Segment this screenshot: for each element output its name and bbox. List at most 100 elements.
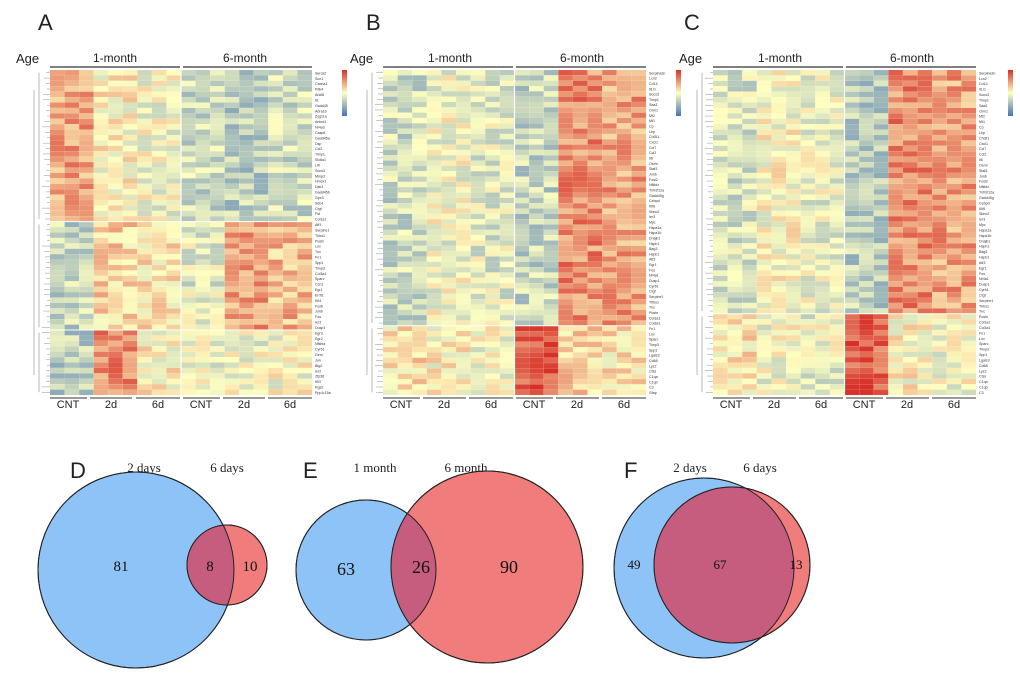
heatmap-cell: [543, 288, 559, 294]
heatmap-cell: [268, 237, 284, 244]
heatmap-cell: [587, 75, 603, 81]
heatmap-cell: [210, 367, 225, 374]
heatmap-cell: [122, 178, 138, 184]
heatmap-cell: [268, 319, 284, 325]
heatmap-cell: [771, 80, 787, 87]
heatmap-cell: [180, 210, 196, 217]
heatmap-cell: [829, 161, 845, 168]
heatmap-cell: [587, 197, 603, 204]
heatmap-cell: [859, 264, 874, 271]
heatmap-cell: [412, 384, 427, 390]
heatmap-cell: [785, 107, 801, 114]
gene-label: Timp3: [649, 343, 659, 347]
heatmap-cell: [543, 330, 559, 337]
heatmap-cell: [771, 86, 787, 92]
heatmap-cell: [137, 80, 153, 87]
heatmap-cell: [961, 145, 977, 152]
heatmap-cell: [426, 75, 442, 81]
heatmap-cell: [166, 297, 182, 304]
heatmap-cell: [727, 134, 743, 141]
heatmap-cell: [917, 199, 933, 206]
gene-label: Osmr: [979, 163, 989, 167]
heatmap-cell: [946, 124, 962, 130]
heatmap-cell: [49, 286, 65, 293]
heatmap-cell: [210, 107, 225, 114]
heatmap-cell: [49, 151, 65, 157]
heatmap-cell: [297, 91, 313, 98]
heatmap-cell: [412, 251, 427, 257]
heatmap-cell: [543, 272, 559, 278]
heatmap-cell: [64, 243, 80, 249]
heatmap-cell: [727, 167, 743, 174]
heatmap-cell: [137, 96, 153, 103]
heatmap-cell: [108, 124, 123, 130]
heatmap-cell: [426, 149, 442, 156]
heatmap-cell: [268, 221, 284, 228]
heatmap-cell: [815, 254, 831, 260]
heatmap-cell: [917, 248, 933, 255]
heatmap-cell: [815, 378, 831, 385]
heatmap-cell: [587, 288, 603, 294]
heatmap-cell: [742, 183, 757, 190]
heatmap-cell: [616, 288, 632, 294]
heatmap-cell: [195, 275, 211, 282]
heatmap-cell: [602, 235, 617, 241]
heatmap-cell: [587, 320, 603, 326]
heatmap-cell: [426, 330, 442, 337]
heatmap-cell: [602, 304, 617, 310]
heatmap-cell: [49, 340, 65, 347]
heatmap-cell: [785, 286, 801, 293]
heatmap-cell: [455, 229, 471, 236]
heatmap-cell: [616, 85, 632, 92]
heatmap-cell: [946, 243, 962, 249]
heatmap-cell: [785, 221, 801, 228]
heatmap-cell: [253, 161, 269, 168]
gene-labels-a: Serca2Scn1Cacna1Pdk4Arid5lIl1Gadd45Adra1…: [315, 71, 331, 395]
venn-f-outline-b: [653, 486, 811, 644]
heatmap-cell: [785, 124, 801, 130]
heatmap-cell: [602, 187, 617, 193]
heatmap-cell: [224, 216, 240, 222]
heatmap-cell: [771, 367, 787, 374]
gene-label: Hspb1: [649, 252, 659, 256]
heatmap-cell: [587, 368, 603, 374]
heatmap-cell: [239, 124, 254, 130]
heatmap-cell: [514, 235, 530, 241]
heatmap-cell: [151, 243, 167, 249]
heatmap-cell: [785, 340, 801, 347]
heatmap-cell: [166, 205, 182, 211]
heatmap-cell: [572, 293, 588, 300]
heatmap-cell: [137, 340, 153, 347]
heatmap-cell: [166, 384, 182, 390]
heatmap-cell: [712, 308, 728, 314]
heatmap-cell: [844, 91, 860, 98]
heatmap-cell: [397, 314, 413, 321]
heatmap-cell: [64, 308, 80, 314]
heatmap-cell: [946, 356, 962, 363]
heatmap-cell: [742, 384, 757, 390]
heatmap-cell: [616, 187, 632, 193]
heatmap-cell: [785, 161, 801, 168]
heatmap-cell: [543, 309, 559, 316]
heatmap-cell: [829, 237, 845, 244]
heatmap-cell: [917, 96, 933, 103]
heatmap-cell: [79, 297, 94, 304]
heatmap-cell: [166, 319, 182, 325]
heatmap-cell: [282, 199, 298, 206]
heatmap-cell: [108, 259, 123, 266]
heatmap-cell: [64, 378, 80, 385]
heatmap-cell: [180, 107, 196, 114]
heatmap-cell: [616, 320, 632, 326]
venn-f-set-b-label: 6 days: [743, 460, 777, 475]
heatmap-cell: [122, 86, 138, 92]
heatmap-cell: [412, 176, 427, 183]
heatmap-cell: [727, 286, 743, 293]
heatmap-cell: [470, 330, 486, 337]
heatmap-cell: [64, 194, 80, 201]
heatmap-cell: [859, 335, 874, 341]
heatmap-cell: [253, 329, 269, 336]
heatmap-cell: [859, 96, 874, 103]
heatmap-cell: [79, 80, 94, 87]
heatmap-cell: [902, 356, 918, 363]
heatmap-cell: [268, 281, 284, 287]
